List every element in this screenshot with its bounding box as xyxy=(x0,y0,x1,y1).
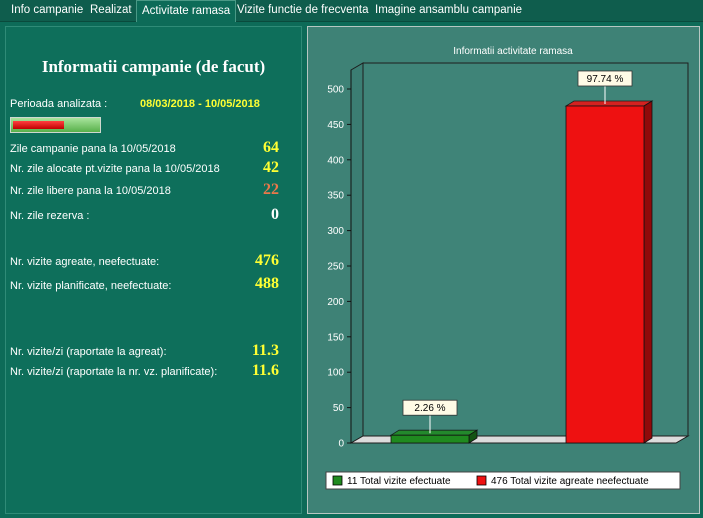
chart-bars xyxy=(389,100,654,444)
y-tick-label: 150 xyxy=(327,332,344,343)
data-label-box xyxy=(402,399,458,416)
row-label: Nr. vizite agreate, neefectuate: xyxy=(10,256,160,268)
panel-title: Informatii campanie (de facut) xyxy=(41,57,266,76)
chart-legend xyxy=(325,471,681,490)
y-axis-ticks: 0 50 100 150 200 250 300 350 400 450 500 xyxy=(327,85,351,450)
legend-entry: 476 Total vizite agreate neefectuate xyxy=(491,476,649,487)
chart-panel: Informatii activitate ramasa 0 50 100 150 20… xyxy=(307,26,700,514)
row-label: Nr. vizite/zi (raportate la nr. vz. plan… xyxy=(10,366,218,378)
bar xyxy=(565,105,645,444)
tab-vizite-frecventa[interactable]: Vizite functie de frecventa xyxy=(237,4,369,16)
bar-chart: Informatii activitate ramasa 0 50 100 150 20… xyxy=(325,46,690,490)
tab-activitate-ramasa[interactable]: Activitate ramasa xyxy=(136,0,237,22)
y-tick-label: 500 xyxy=(327,85,344,96)
data-label: 97.74 % xyxy=(587,74,624,85)
legend-entry: 11 Total vizite efectuate xyxy=(347,476,451,487)
legend-swatch-red xyxy=(476,475,487,486)
data-label-box xyxy=(577,70,633,87)
bar-side xyxy=(643,100,653,444)
tab-imagine-ansamblu[interactable]: Imagine ansamblu campanie xyxy=(375,4,523,16)
row-label: Nr. vizite planificate, neefectuate: xyxy=(10,280,172,292)
y-tick-label: 50 xyxy=(333,403,345,414)
row-value: 11.3 xyxy=(251,342,279,359)
y-tick-label: 350 xyxy=(327,191,344,202)
data-label: 2.26 % xyxy=(414,403,445,414)
row-value: 0 xyxy=(271,206,279,223)
campaign-info-panel: Informatii campanie (de facut) Perioada … xyxy=(5,26,302,514)
tab-info-campanie[interactable]: Info campanie xyxy=(11,4,84,16)
chart-data-labels: 2.26 % 97.74 % xyxy=(402,70,633,434)
y-tick-label: 200 xyxy=(327,297,344,308)
row-label: Nr. zile libere pana la 10/05/2018 xyxy=(10,185,171,197)
row-value: 11.6 xyxy=(251,362,279,379)
y-tick-label: 300 xyxy=(327,226,344,237)
row-value: 476 xyxy=(255,252,279,269)
progress-fill xyxy=(13,121,64,129)
row-value: 488 xyxy=(255,275,279,292)
period-progress-bar xyxy=(10,117,101,133)
row-value: 22 xyxy=(263,181,279,198)
row-label: Zile campanie pana la 10/05/2018 xyxy=(10,143,176,155)
chart-wall-left xyxy=(350,62,364,444)
y-tick-label: 0 xyxy=(338,439,344,450)
chart-title: Informatii activitate ramasa xyxy=(453,46,573,57)
period-label: Perioada analizata : xyxy=(10,98,108,110)
y-tick-label: 450 xyxy=(327,120,344,131)
row-value: 64 xyxy=(263,139,279,156)
period-value: 08/03/2018 - 10/05/2018 xyxy=(140,98,260,110)
tab-bar: Info campanie Realizat Activitate ramasa… xyxy=(0,0,703,22)
y-tick-label: 250 xyxy=(327,262,344,273)
bar-top xyxy=(564,100,654,107)
legend-swatch-green xyxy=(332,475,343,486)
bar-top xyxy=(389,429,479,436)
row-label: Nr. vizite/zi (raportate la agreat): xyxy=(10,346,167,358)
row-value: 42 xyxy=(263,159,279,176)
bar xyxy=(390,434,470,444)
tab-realizat[interactable]: Realizat xyxy=(90,4,132,16)
y-tick-label: 400 xyxy=(327,155,344,166)
row-label: Nr. zile rezerva : xyxy=(10,210,90,222)
row-label: Nr. zile alocate pt.vizite pana la 10/05… xyxy=(10,163,220,175)
y-tick-label: 100 xyxy=(327,368,344,379)
